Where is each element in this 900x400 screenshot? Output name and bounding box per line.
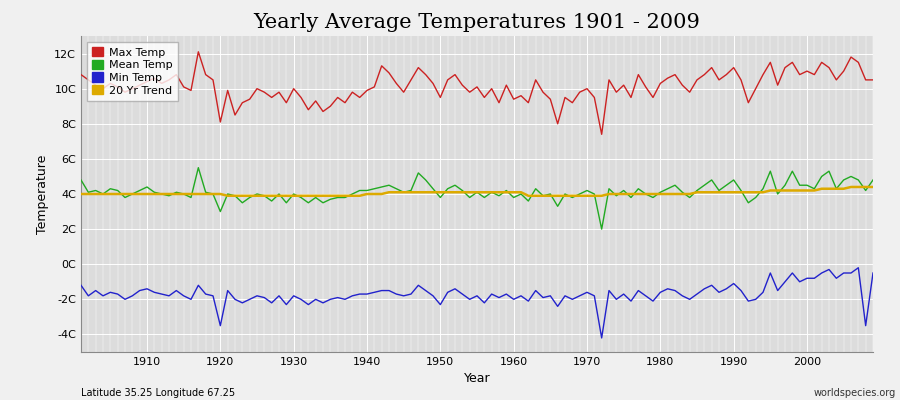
Text: worldspecies.org: worldspecies.org <box>814 388 896 398</box>
Title: Yearly Average Temperatures 1901 - 2009: Yearly Average Temperatures 1901 - 2009 <box>254 13 700 32</box>
X-axis label: Year: Year <box>464 372 490 386</box>
Y-axis label: Temperature: Temperature <box>36 154 49 234</box>
Text: Latitude 35.25 Longitude 67.25: Latitude 35.25 Longitude 67.25 <box>81 388 235 398</box>
Legend: Max Temp, Mean Temp, Min Temp, 20 Yr Trend: Max Temp, Mean Temp, Min Temp, 20 Yr Tre… <box>86 42 178 101</box>
